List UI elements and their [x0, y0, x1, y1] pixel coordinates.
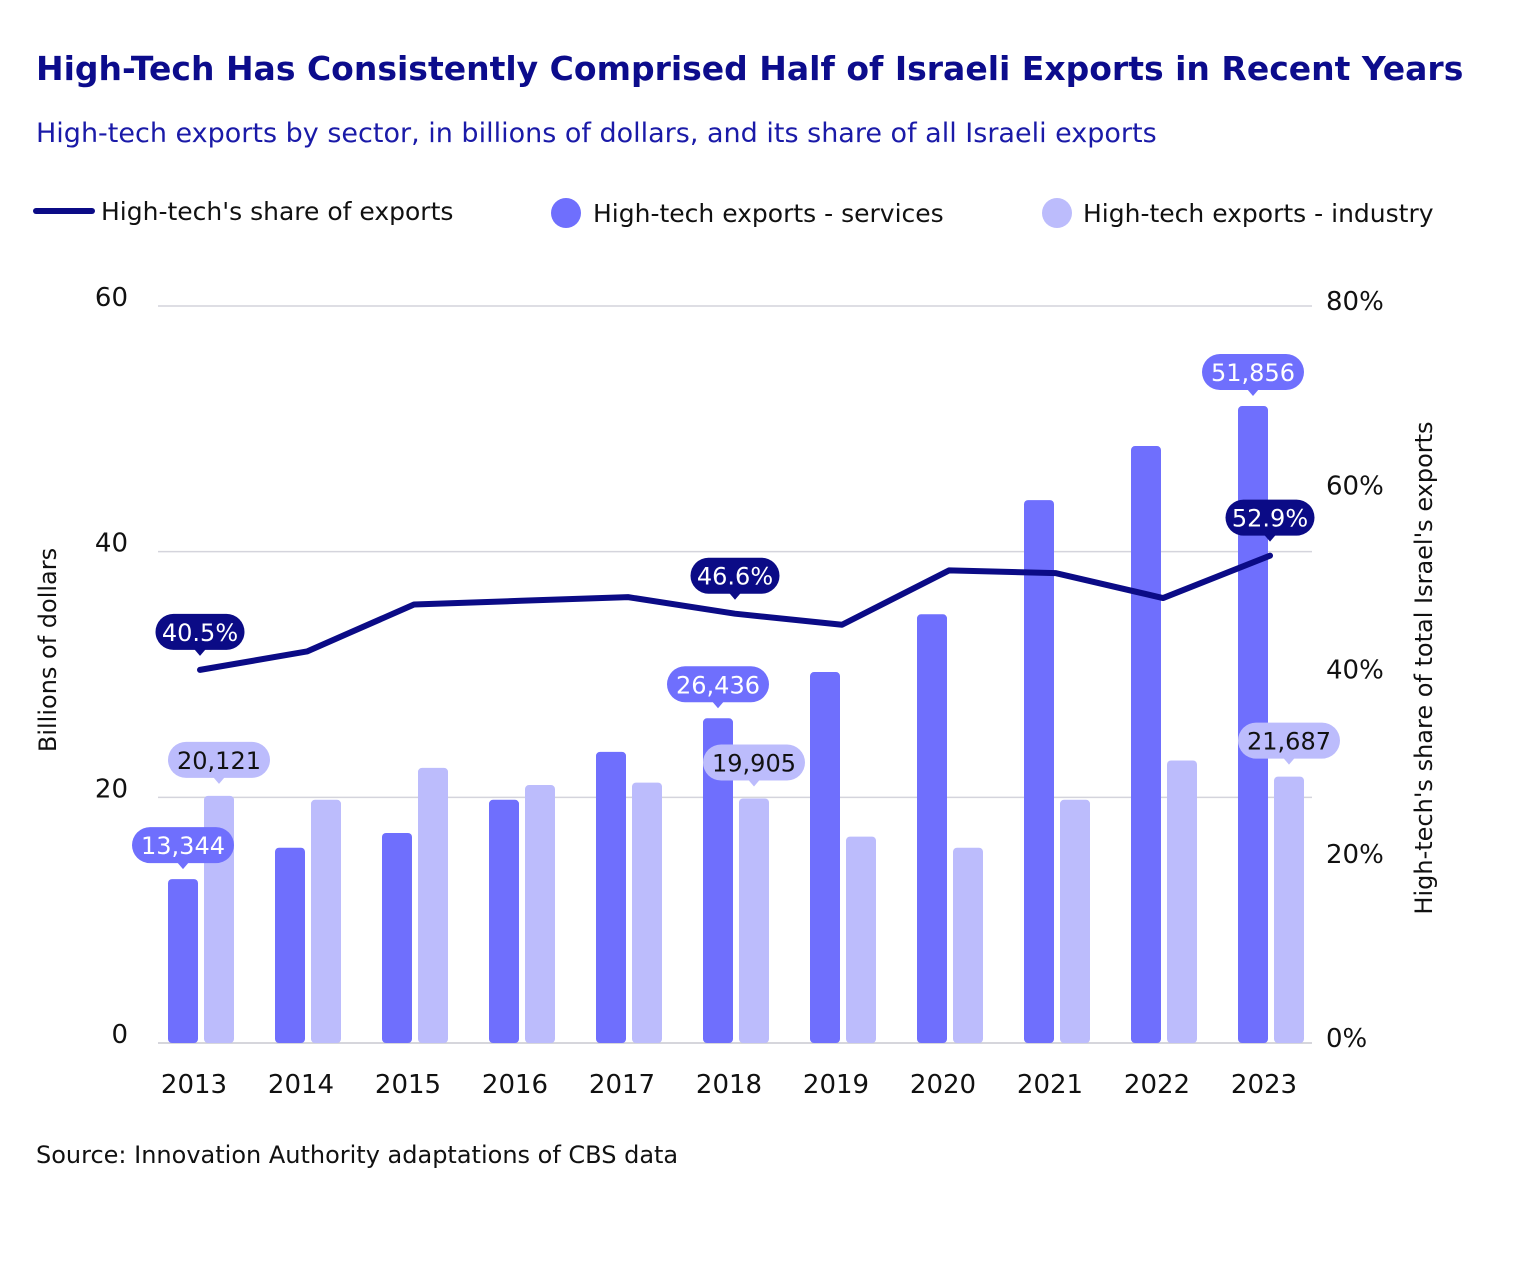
y-right-tick-label: 80%: [1326, 287, 1384, 317]
x-tick-label: 2014: [268, 1070, 334, 1100]
y-axis-right: 0% 20% 40% 60% 80%: [1326, 287, 1384, 1054]
y-tick-label: 0: [111, 1020, 128, 1050]
bar-services: [1131, 446, 1161, 1043]
bar-services: [489, 800, 519, 1043]
data-label-text: 52.9%: [1232, 505, 1308, 533]
data-label-text: 13,344: [141, 832, 225, 860]
bar-services: [168, 879, 198, 1043]
legend-swatch-services: [551, 198, 581, 228]
data-label-pointer: [729, 593, 741, 600]
bar-services: [275, 848, 305, 1043]
data-label: 26,436: [667, 666, 769, 708]
bar-industry: [953, 848, 983, 1043]
data-label: 46.6%: [691, 558, 780, 600]
bar-industry: [739, 799, 769, 1043]
bar-services: [1024, 500, 1054, 1043]
bar-services: [382, 833, 412, 1043]
y-right-tick-label: 60%: [1326, 471, 1384, 501]
x-tick-label: 2019: [803, 1070, 869, 1100]
data-label-pointer: [712, 701, 724, 708]
x-tick-label: 2021: [1017, 1070, 1083, 1100]
data-label: 51,856: [1202, 354, 1304, 396]
data-label-pointer: [1283, 758, 1295, 765]
x-tick-label: 2022: [1124, 1070, 1190, 1100]
y-tick-label: 60: [95, 283, 128, 313]
data-label-text: 40.5%: [162, 619, 238, 647]
data-label-pointer: [177, 862, 189, 869]
bar-services: [596, 752, 626, 1043]
legend-label-industry: High-tech exports - industry: [1083, 199, 1434, 228]
data-label: 21,687: [1238, 723, 1340, 765]
y-right-tick-label: 40%: [1326, 656, 1384, 686]
data-label-text: 19,905: [712, 750, 796, 778]
y-tick-label: 20: [95, 774, 128, 804]
x-tick-label: 2017: [589, 1070, 655, 1100]
y-axis-right-title: High-tech's share of total Israel's expo…: [1410, 421, 1438, 914]
legend-label-share: High-tech's share of exports: [101, 197, 453, 226]
data-label: 20,121: [168, 742, 270, 784]
data-label-text: 51,856: [1211, 359, 1295, 387]
legend-label-services: High-tech exports - services: [593, 199, 944, 228]
x-tick-label: 2018: [696, 1070, 762, 1100]
y-axis-left: 0 20 40 60: [95, 283, 128, 1050]
data-label-text: 21,687: [1247, 728, 1331, 756]
bar-industry: [1167, 760, 1197, 1043]
bar-industry: [418, 768, 448, 1043]
bar-industry: [525, 785, 555, 1043]
data-label: 13,344: [132, 827, 234, 869]
y-tick-label: 40: [95, 529, 128, 559]
data-label-text: 46.6%: [697, 563, 773, 591]
bar-services: [810, 672, 840, 1043]
chart-subtitle: High-tech exports by sector, in billions…: [36, 118, 1157, 149]
data-label-pointer: [194, 649, 206, 656]
data-label-text: 26,436: [676, 671, 760, 699]
bar-industry: [311, 800, 341, 1043]
data-label-text: 20,121: [177, 747, 261, 775]
x-axis: 2013 2014 2015 2016 2017 2018 2019 2020 2021 2022…: [161, 1070, 1297, 1100]
y-right-tick-label: 0%: [1326, 1024, 1367, 1054]
legend: High-tech's share of exports High-tech e…: [36, 197, 1434, 228]
y-axis-left-title: Billions of dollars: [34, 548, 62, 752]
data-label: 19,905: [703, 745, 805, 787]
y-right-tick-label: 20%: [1326, 840, 1384, 870]
data-label: 40.5%: [156, 614, 245, 656]
bars: [168, 406, 1304, 1043]
legend-swatch-industry: [1042, 198, 1072, 228]
bar-industry: [1274, 777, 1304, 1043]
data-label-pointer: [1247, 389, 1259, 396]
source-note: Source: Innovation Authority adaptations…: [36, 1141, 678, 1169]
bar-industry: [846, 837, 876, 1043]
x-tick-label: 2023: [1231, 1070, 1297, 1100]
bar-services: [917, 614, 947, 1043]
x-tick-label: 2016: [482, 1070, 548, 1100]
x-tick-label: 2013: [161, 1070, 227, 1100]
bar-industry: [632, 783, 662, 1043]
data-label-pointer: [748, 780, 760, 787]
bar-industry: [1060, 800, 1090, 1043]
data-label-pointer: [213, 777, 225, 784]
chart-title: High-Tech Has Consistently Comprised Hal…: [36, 49, 1463, 88]
x-tick-label: 2015: [375, 1070, 441, 1100]
x-tick-label: 2020: [910, 1070, 976, 1100]
